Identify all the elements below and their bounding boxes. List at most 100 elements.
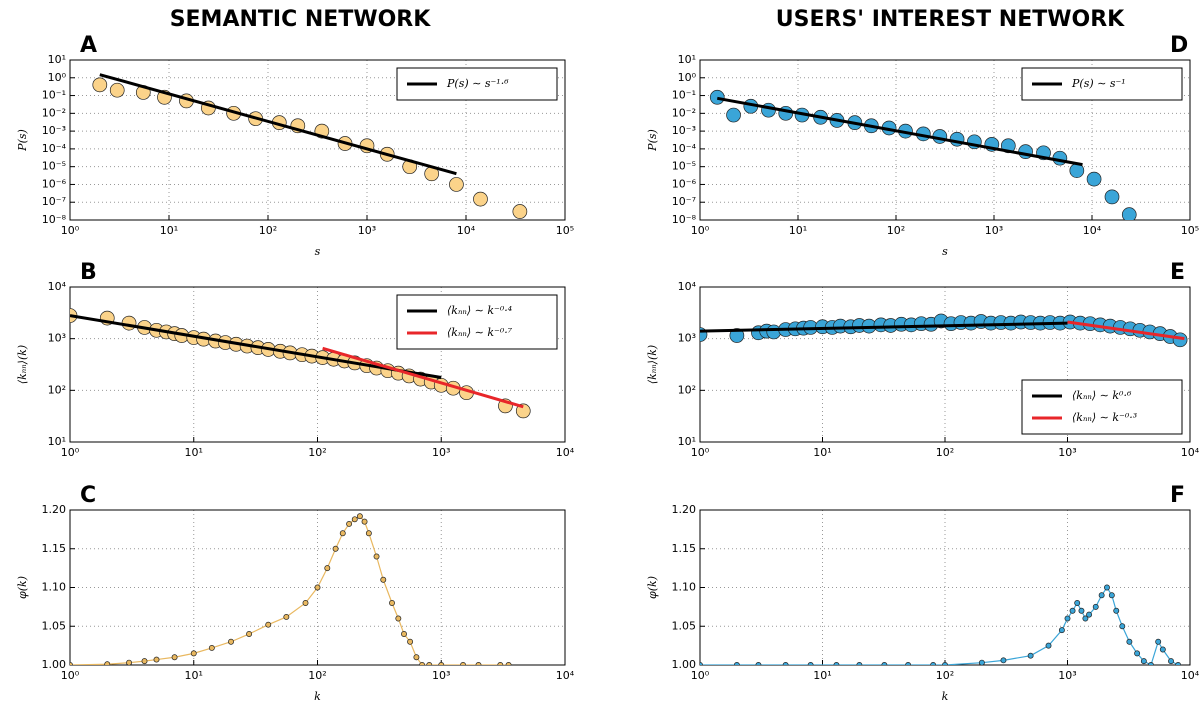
series-line <box>700 586 1179 665</box>
data-point <box>1155 638 1162 645</box>
fit-line <box>70 314 442 380</box>
y-tick-label: 1.00 <box>672 658 697 671</box>
data-point <box>283 614 290 620</box>
data-point <box>1086 611 1093 618</box>
x-tick-label: 10¹ <box>185 669 203 682</box>
data-point <box>512 204 528 219</box>
x-axis-label: k <box>314 690 321 703</box>
panel-letter: E <box>1170 260 1185 285</box>
y-tick-label: 10⁻⁶ <box>672 177 697 190</box>
data-point <box>395 615 402 622</box>
plot-area <box>70 513 512 665</box>
plot-frame <box>699 286 1191 443</box>
data-point <box>373 553 380 560</box>
y-tick-label: 10⁰ <box>678 71 697 84</box>
data-point <box>1175 662 1182 665</box>
x-axis-label: s <box>942 245 948 258</box>
y-tick-label: 1.10 <box>42 581 67 594</box>
y-tick-label: 10⁻⁴ <box>42 142 67 155</box>
data-point <box>228 638 234 645</box>
data-point <box>978 659 985 665</box>
y-tick-label: 1.15 <box>42 542 67 555</box>
data-point <box>1027 652 1034 659</box>
y-tick-label: 10⁻⁷ <box>672 195 696 208</box>
y-tick-label: 10² <box>48 383 66 396</box>
fit-line <box>322 346 524 409</box>
data-point <box>389 600 395 606</box>
x-tick-label: 10⁰ <box>691 446 710 459</box>
data-point <box>709 89 725 105</box>
legend-label: ⟨kₙₙ⟩ ∼ k⁻⁰·⁴ <box>447 304 512 317</box>
y-axis-label: P(s) <box>16 129 29 152</box>
x-tick-label: 10¹ <box>185 446 203 459</box>
legend-label: ⟨kₙₙ⟩ ∼ k⁻⁰·³ <box>1072 411 1137 424</box>
data-point <box>339 530 346 537</box>
data-point <box>407 638 414 645</box>
data-point <box>419 662 426 665</box>
panel-letter: B <box>80 260 97 285</box>
data-point <box>766 324 782 340</box>
x-tick-label: 10⁴ <box>457 224 476 237</box>
y-tick-label: 10⁴ <box>678 280 697 293</box>
data-point <box>856 662 863 665</box>
x-tick-label: 10³ <box>985 224 1003 237</box>
y-tick-label: 10¹ <box>48 53 66 66</box>
legend-label: ⟨kₙₙ⟩ ∼ k⁻⁰·⁷ <box>447 326 513 339</box>
data-point <box>905 662 912 665</box>
data-point <box>104 661 111 665</box>
y-axis-label: φ(k) <box>16 576 29 599</box>
data-point <box>1148 662 1154 665</box>
data-point <box>1045 642 1052 649</box>
data-point <box>141 658 148 665</box>
data-point <box>438 662 445 665</box>
data-point <box>346 521 353 527</box>
data-point <box>265 621 272 628</box>
data-point <box>930 662 937 665</box>
data-point <box>700 662 703 665</box>
plot-area <box>92 73 528 219</box>
data-point <box>729 328 745 343</box>
data-point <box>1064 615 1071 622</box>
x-tick-label: 10² <box>308 446 326 459</box>
y-tick-label: 10⁻² <box>42 106 66 119</box>
data-point <box>356 513 363 520</box>
y-tick-label: 1.05 <box>42 619 67 632</box>
data-point <box>475 662 482 665</box>
data-point <box>190 650 197 657</box>
data-point <box>782 662 789 665</box>
y-tick-label: 10⁻⁴ <box>672 142 697 155</box>
data-point <box>755 662 762 665</box>
data-point <box>807 662 814 665</box>
y-tick-label: 1.20 <box>42 503 67 516</box>
data-point <box>171 654 178 661</box>
x-tick-label: 10⁴ <box>1083 224 1102 237</box>
data-point <box>1104 189 1120 205</box>
y-tick-label: 10⁻⁵ <box>42 160 66 173</box>
data-point <box>324 565 331 572</box>
data-point <box>1113 607 1120 614</box>
x-tick-label: 10⁵ <box>556 224 574 237</box>
data-point <box>1092 603 1099 610</box>
data-point <box>365 530 372 537</box>
data-point <box>208 645 215 651</box>
y-tick-label: 10¹ <box>678 53 696 66</box>
data-point <box>833 662 840 665</box>
data-point <box>497 662 504 665</box>
x-tick-label: 10¹ <box>789 224 807 237</box>
data-point <box>1159 646 1166 653</box>
x-tick-label: 10¹ <box>813 446 831 459</box>
data-point <box>1086 171 1102 187</box>
data-point <box>126 659 132 665</box>
data-point <box>70 662 73 665</box>
x-tick-label: 10⁰ <box>61 669 80 682</box>
y-tick-label: 10⁻⁶ <box>42 177 67 190</box>
panel-letter: C <box>80 483 96 508</box>
x-tick-label: 10⁰ <box>61 446 80 459</box>
data-point <box>1074 600 1081 606</box>
data-point <box>1119 623 1126 630</box>
column-title: USERS' INTEREST NETWORK <box>776 7 1125 32</box>
y-axis-label: ⟨kₙₙ⟩(k) <box>16 345 29 384</box>
plot-frame <box>69 286 566 443</box>
